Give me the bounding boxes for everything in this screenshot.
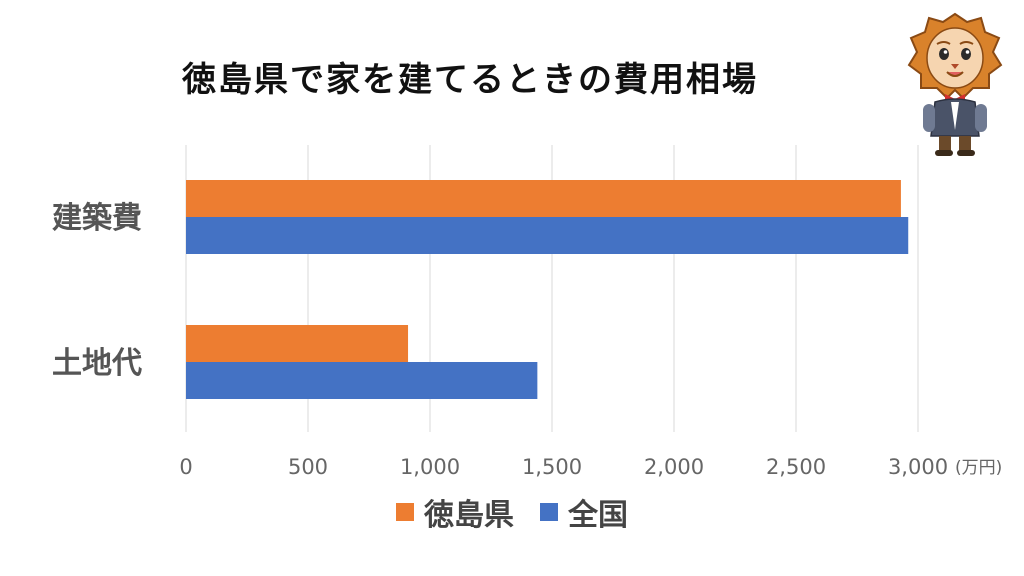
x-tick-label: 3,000 (888, 455, 948, 479)
x-tick-label: 500 (288, 455, 328, 479)
legend-label-national: 全国 (568, 498, 628, 533)
x-tick-label: 2,000 (644, 455, 704, 479)
bar-national (186, 217, 909, 254)
x-tick-label: 1,500 (522, 455, 582, 479)
chart-title: 徳島県で家を建てるときの費用相場 (182, 60, 758, 100)
x-tick-label: 1,000 (400, 455, 460, 479)
legend-item-tokushima: 徳島県 (396, 490, 514, 534)
x-tick-label: 2,500 (766, 455, 826, 479)
tick-labels: 0 500 1,000 1,500 2,000 2,500 3,000 (179, 455, 948, 479)
legend: 徳島県 全国 (0, 490, 1024, 534)
bar-tokushima (186, 325, 409, 362)
bar-national (186, 362, 538, 399)
x-tick-label: 0 (179, 455, 192, 479)
category-label: 土地代 (52, 346, 142, 381)
legend-swatch-tokushima (396, 503, 414, 521)
bars (186, 180, 909, 399)
unit-label: (万円) (955, 458, 1002, 478)
lion-mascot-icon (907, 12, 1003, 156)
legend-label-tokushima: 徳島県 (424, 498, 514, 533)
legend-item-national: 全国 (540, 490, 628, 534)
bar-tokushima (186, 180, 901, 217)
category-label: 建築費 (52, 201, 142, 236)
legend-swatch-national (540, 503, 558, 521)
